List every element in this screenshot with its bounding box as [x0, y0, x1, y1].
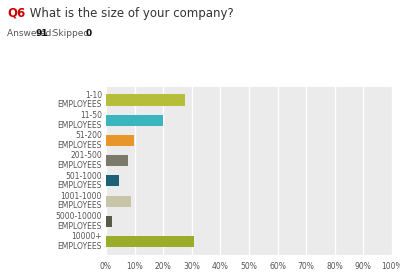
Bar [106, 115, 163, 126]
Text: Skipped:: Skipped: [44, 29, 95, 38]
Text: 91: 91 [35, 29, 48, 38]
Bar [106, 236, 194, 247]
Bar [106, 175, 118, 186]
Bar [106, 196, 131, 207]
Bar [106, 94, 185, 106]
Text: 0: 0 [86, 29, 92, 38]
Text: Q6: Q6 [7, 7, 26, 20]
Text: Answered:: Answered: [7, 29, 57, 38]
Bar [106, 155, 128, 166]
Bar [106, 135, 134, 146]
Bar [106, 216, 112, 227]
Text: What is the size of your company?: What is the size of your company? [26, 7, 234, 20]
